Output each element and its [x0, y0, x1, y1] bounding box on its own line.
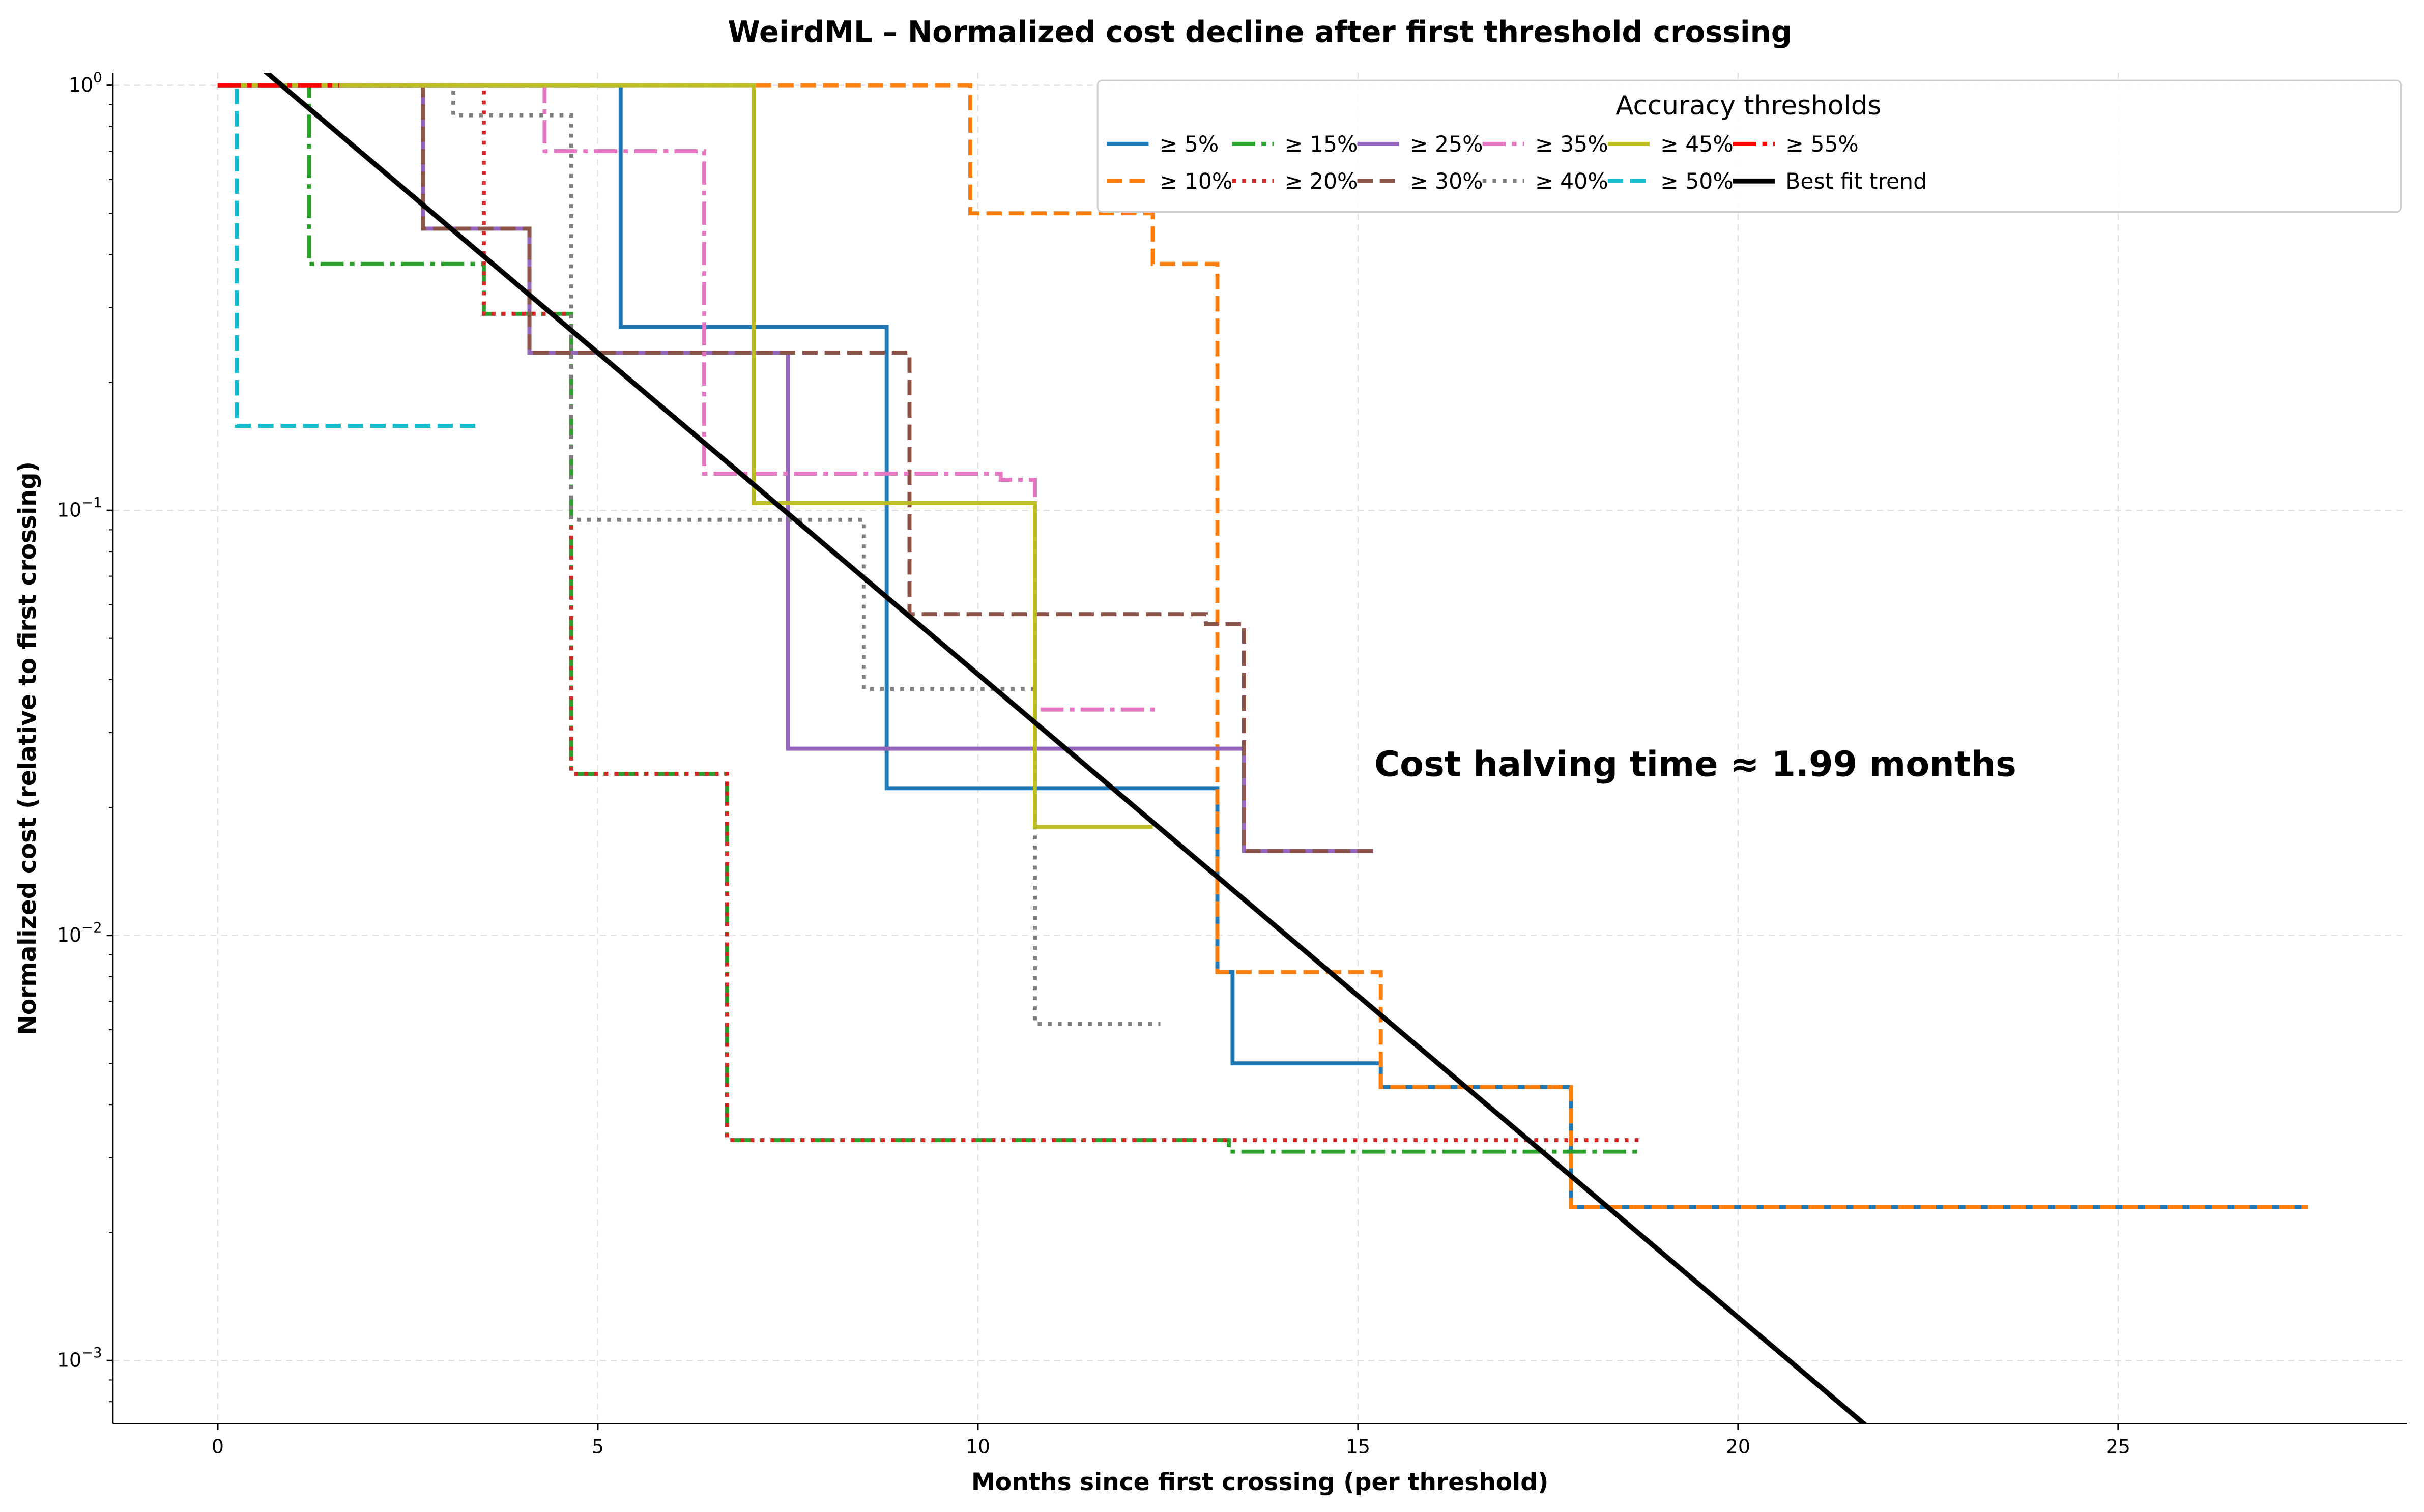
- x-tick-label: 10: [966, 1435, 990, 1458]
- y-tick-exponent: −3: [81, 1345, 102, 1361]
- y-tick-label: 100: [69, 70, 102, 96]
- legend-label: ≥ 35%: [1535, 132, 1608, 157]
- halving-time-annotation: Cost halving time ≈ 1.99 months: [1374, 744, 2016, 784]
- y-tick-label: 10−3: [57, 1345, 102, 1371]
- legend: Accuracy thresholds ≥ 5% ≥ 10% ≥ 15% ≥ 20% ≥…: [1096, 79, 2402, 213]
- grid: [112, 73, 2407, 1424]
- x-tick-label: 0: [212, 1435, 224, 1458]
- x-tick-label: 20: [1726, 1435, 1750, 1458]
- legend-label: ≥ 45%: [1660, 132, 1734, 157]
- x-tick-label: 5: [592, 1435, 604, 1458]
- y-axis-label: Normalized cost (relative to first cross…: [14, 461, 42, 1035]
- legend-label: ≥ 30%: [1410, 169, 1483, 194]
- legend-label: ≥ 5%: [1160, 132, 1219, 157]
- series-line-40pct: [217, 83, 1161, 1026]
- y-tick-exponent: 0: [93, 70, 102, 86]
- series-group: [217, 73, 2308, 1424]
- x-ticks: 0 5 10 15 20 25: [212, 1423, 2130, 1458]
- axes: [112, 73, 2407, 1425]
- y-tick-exponent: −1: [81, 495, 102, 511]
- legend-frame: [1096, 79, 2402, 213]
- best-fit-trend-line: [263, 73, 1868, 1424]
- x-tick-label: 15: [1346, 1435, 1370, 1458]
- y-tick-label: 10−1: [57, 495, 102, 521]
- x-tick-label: 25: [2106, 1435, 2130, 1458]
- y-tick-base: 10: [57, 924, 81, 946]
- series-line-10pct: [217, 83, 2308, 1209]
- legend-label: ≥ 10%: [1160, 169, 1233, 194]
- chart-title: WeirdML – Normalized cost decline after …: [728, 14, 1792, 49]
- legend-title: Accuracy thresholds: [1615, 91, 1881, 121]
- legend-label: ≥ 20%: [1285, 169, 1358, 194]
- y-tick-base: 10: [69, 74, 93, 96]
- series-line-15pct: [217, 83, 1639, 1154]
- legend-label: ≥ 55%: [1785, 132, 1859, 157]
- x-axis-label: Months since first crossing (per thresho…: [971, 1468, 1548, 1496]
- legend-label: ≥ 15%: [1285, 132, 1358, 157]
- legend-label: Best fit trend: [1785, 169, 1927, 194]
- series-line-20pct: [217, 83, 1639, 1142]
- legend-label: ≥ 25%: [1410, 132, 1483, 157]
- legend-label: ≥ 50%: [1660, 169, 1734, 194]
- y-tick-label: 10−2: [57, 920, 102, 946]
- legend-label: ≥ 40%: [1535, 169, 1608, 194]
- y-tick-exponent: −2: [81, 920, 102, 936]
- y-tick-base: 10: [57, 499, 81, 521]
- y-tick-base: 10: [57, 1349, 81, 1371]
- series-line-50pct: [217, 83, 480, 428]
- series-line-45pct: [217, 83, 1153, 829]
